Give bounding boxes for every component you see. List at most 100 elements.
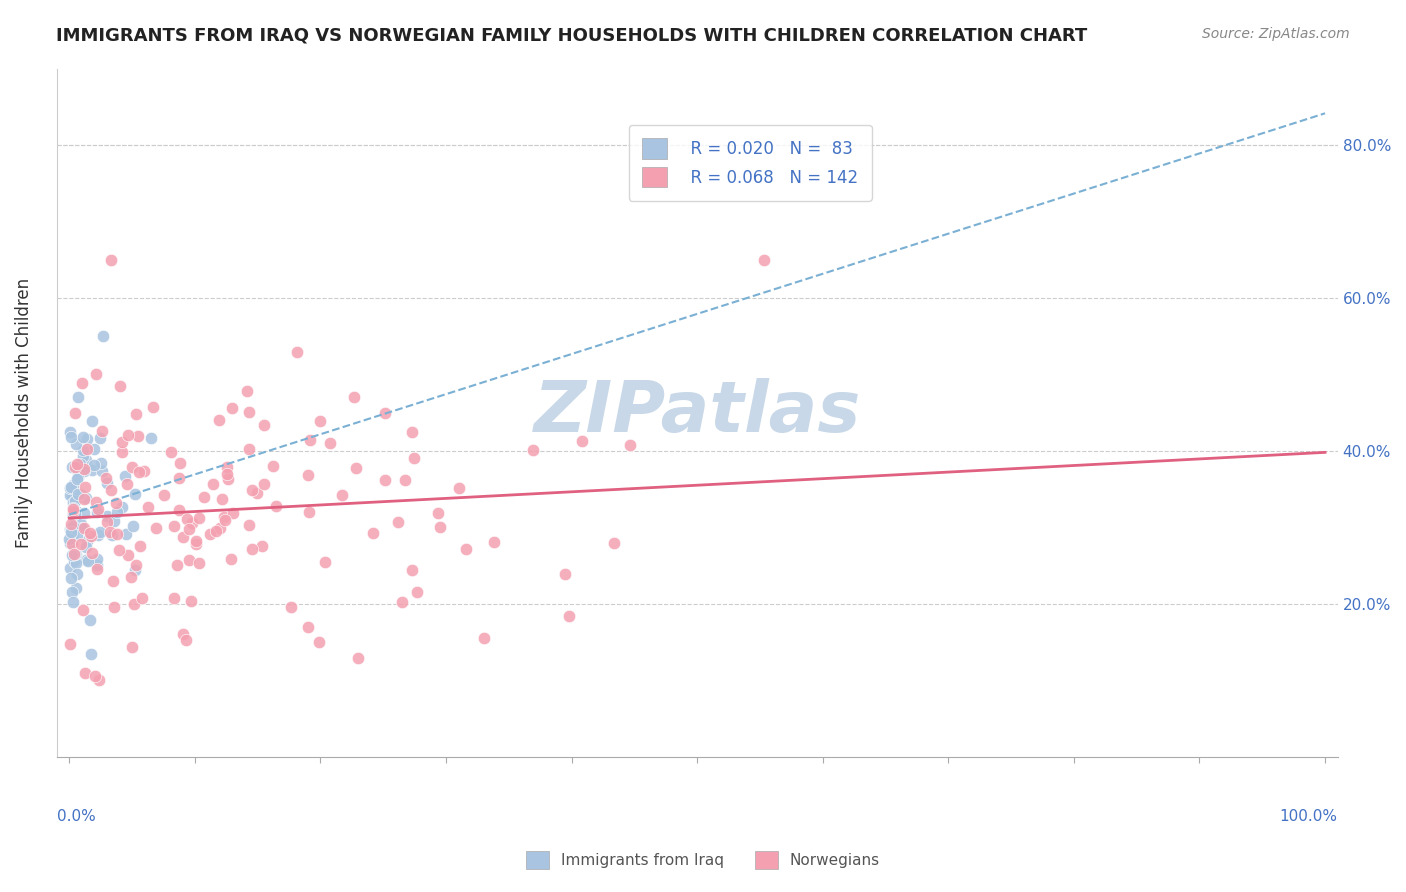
Point xyxy=(752,252,775,267)
Point xyxy=(176,632,198,647)
Point xyxy=(96,509,118,524)
Point xyxy=(240,542,263,557)
Point xyxy=(176,512,198,526)
Point xyxy=(117,548,139,562)
Point xyxy=(405,585,427,599)
Point xyxy=(139,431,162,445)
Point xyxy=(246,485,269,500)
Point xyxy=(426,506,449,520)
Point xyxy=(59,524,82,539)
Point xyxy=(66,457,89,471)
Point xyxy=(65,556,87,570)
Point xyxy=(125,558,148,573)
Point xyxy=(188,511,211,525)
Point xyxy=(602,536,624,550)
Point xyxy=(115,477,138,491)
Point xyxy=(212,510,235,524)
Point xyxy=(347,650,370,665)
Point xyxy=(193,490,215,504)
Point xyxy=(108,543,131,558)
Point xyxy=(187,556,209,570)
Point xyxy=(208,413,231,427)
Point xyxy=(280,600,302,615)
Point xyxy=(69,486,91,500)
Point xyxy=(60,548,83,562)
Point xyxy=(402,450,425,465)
Point xyxy=(100,252,122,267)
Point xyxy=(115,527,138,541)
Point xyxy=(72,450,94,464)
Point xyxy=(76,453,98,467)
Point xyxy=(122,598,145,612)
Y-axis label: Family Households with Children: Family Households with Children xyxy=(15,277,32,548)
Point xyxy=(198,527,221,541)
Point xyxy=(83,442,105,456)
Point xyxy=(79,614,101,628)
Point xyxy=(75,553,97,567)
Point xyxy=(72,376,94,391)
Point xyxy=(522,443,544,458)
Point xyxy=(172,530,194,544)
Point xyxy=(65,504,87,518)
Point xyxy=(62,526,84,541)
Point xyxy=(62,496,84,510)
Point xyxy=(108,379,131,393)
Point xyxy=(59,488,82,502)
Point xyxy=(82,414,104,428)
Point xyxy=(80,648,103,662)
Point xyxy=(73,506,96,520)
Text: 0.0%: 0.0% xyxy=(56,809,96,823)
Point xyxy=(214,513,236,527)
Point xyxy=(62,501,84,516)
Point xyxy=(69,516,91,531)
Point xyxy=(100,483,122,498)
Point xyxy=(103,599,125,614)
Point xyxy=(167,470,190,484)
Text: Source: ZipAtlas.com: Source: ZipAtlas.com xyxy=(1202,27,1350,41)
Point xyxy=(63,493,86,508)
Point xyxy=(285,344,308,359)
Point xyxy=(429,520,451,534)
Point xyxy=(129,539,152,553)
Point xyxy=(86,552,108,566)
Point xyxy=(59,480,82,494)
Point xyxy=(76,432,98,446)
Point xyxy=(221,401,243,415)
Point xyxy=(127,428,149,442)
Point xyxy=(172,626,194,640)
Point xyxy=(79,526,101,541)
Point xyxy=(96,476,118,491)
Point xyxy=(60,585,83,599)
Point xyxy=(484,535,506,549)
Point xyxy=(86,505,108,519)
Point xyxy=(59,522,82,536)
Point xyxy=(73,665,96,680)
Point xyxy=(177,553,200,567)
Point xyxy=(166,558,188,572)
Point xyxy=(94,471,117,485)
Point xyxy=(75,480,97,494)
Point xyxy=(205,524,228,538)
Point xyxy=(401,563,423,577)
Point xyxy=(86,558,108,573)
Point xyxy=(91,464,114,478)
Point xyxy=(90,456,112,470)
Point xyxy=(456,541,478,556)
Point xyxy=(262,458,284,473)
Point xyxy=(63,460,86,475)
Point xyxy=(80,529,103,543)
Point xyxy=(84,368,107,382)
Point xyxy=(98,525,121,540)
Point xyxy=(65,528,87,542)
Point xyxy=(330,488,353,502)
Point xyxy=(121,640,143,654)
Text: 100.0%: 100.0% xyxy=(1279,809,1337,823)
Point xyxy=(60,521,83,535)
Point xyxy=(184,537,207,551)
Point xyxy=(238,405,260,419)
Point xyxy=(80,546,103,560)
Point xyxy=(253,417,276,432)
Point xyxy=(89,431,111,445)
Point xyxy=(160,445,183,459)
Point xyxy=(152,487,174,501)
